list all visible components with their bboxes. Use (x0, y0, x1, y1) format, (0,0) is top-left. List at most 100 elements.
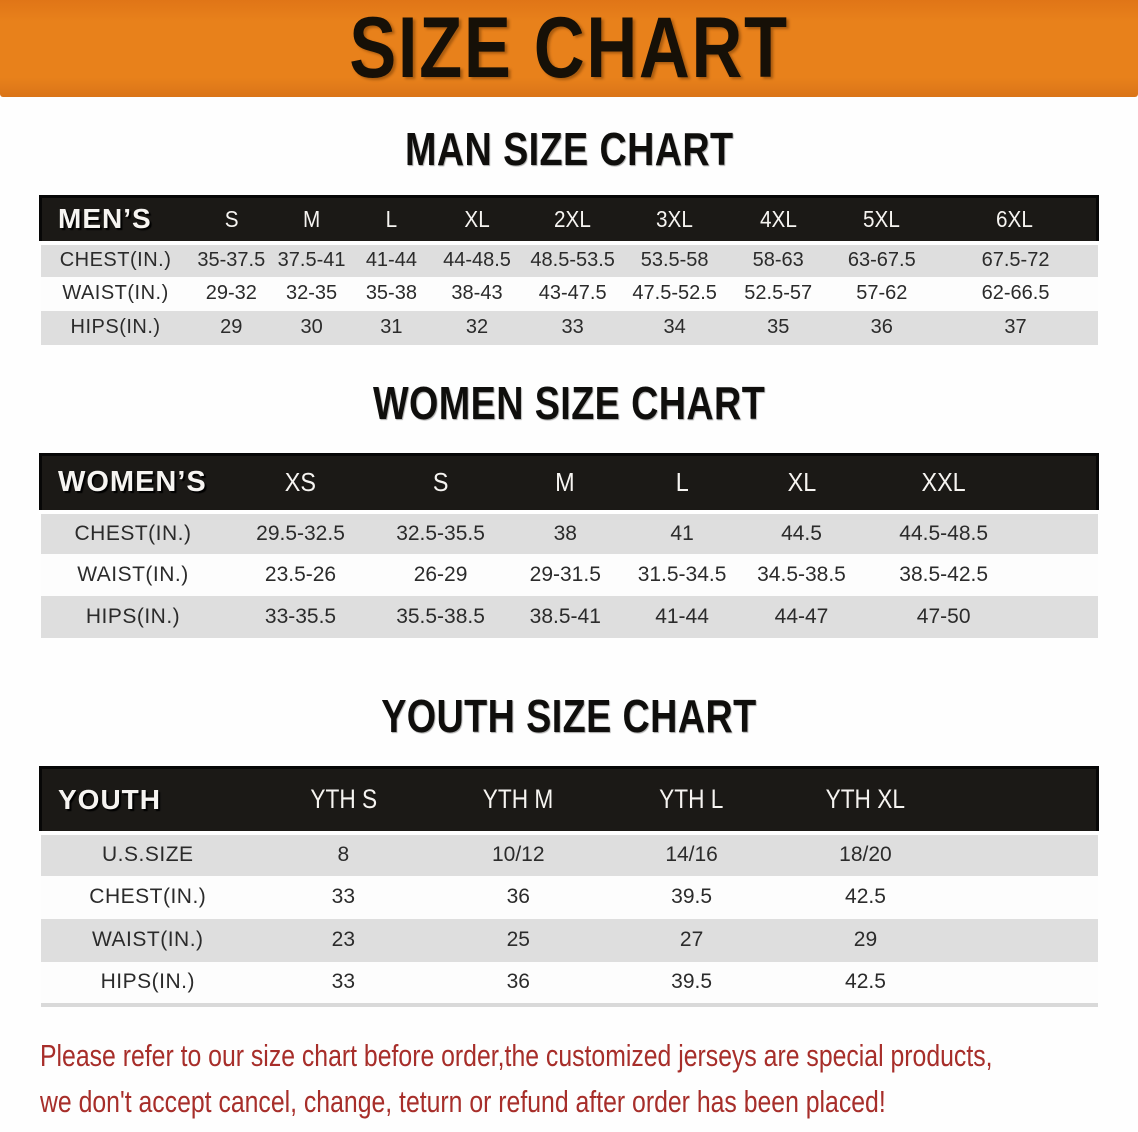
size-chart-banner: SIZE CHART (0, 0, 1138, 97)
men-col-m: M (271, 195, 352, 244)
men-heading-text: MAN SIZE CHART (404, 123, 734, 175)
disclaimer-line-2: we don't accept cancel, change, teturn o… (40, 1083, 886, 1119)
women-col-xxl: XXL (863, 452, 1024, 514)
size-cell: 34 (622, 310, 727, 345)
size-cell: 33-35.5 (225, 596, 376, 638)
women-header-row: WOMEN’S XS S M L XL XXL (39, 452, 1100, 514)
youth-header-row: YOUTH YTH S YTH M YTH L YTH XL (39, 766, 1099, 834)
size-cell: 52.5-57 (726, 276, 831, 311)
size-cell: 23.5-26 (225, 554, 376, 596)
men-section: MAN SIZE CHART MEN’S S M L XL 2XL 3XL 4X… (0, 125, 1138, 345)
size-cell: 37 (933, 310, 1098, 345)
row-label-waist: WAIST(IN.) (40, 276, 191, 311)
size-cell: 41-44 (351, 240, 432, 277)
spacer-cell (1023, 554, 1098, 596)
youth-waist-row: WAIST(IN.) 23 25 27 29 (40, 918, 1098, 962)
women-col-xl: XL (739, 452, 864, 514)
row-label-waist: WAIST(IN.) (40, 554, 226, 596)
men-col-6xl: 6XL (933, 195, 1099, 244)
youth-col-l: YTH L (604, 766, 779, 834)
size-cell: 27 (604, 918, 779, 962)
row-label-hips: HIPS(IN.) (40, 310, 191, 345)
size-cell: 30 (271, 310, 352, 345)
size-cell: 23 (255, 918, 432, 962)
youth-col-m: YTH M (431, 766, 605, 834)
women-table-title: WOMEN’S (39, 452, 226, 514)
women-col-m: M (505, 452, 625, 514)
size-cell: 29 (778, 918, 953, 962)
men-size-table: MEN’S S M L XL 2XL 3XL 4XL 5XL 6XL CHEST… (38, 195, 1099, 345)
size-cell: 8 (255, 830, 432, 876)
size-cell: 32-35 (271, 276, 352, 311)
size-cell: 42.5 (778, 875, 953, 919)
size-cell: 57-62 (830, 276, 934, 311)
disclaimer-line-1: Please refer to our size chart before or… (40, 1037, 993, 1073)
size-cell: 31.5-34.5 (625, 554, 740, 596)
size-cell: 32 (431, 310, 523, 345)
youth-hips-row: HIPS(IN.) 33 36 39.5 42.5 (40, 961, 1098, 1007)
size-cell: 32.5-35.5 (375, 510, 506, 554)
size-cell: 38.5-42.5 (863, 554, 1024, 596)
size-cell: 38 (505, 510, 625, 554)
men-waist-row: WAIST(IN.) 29-32 32-35 35-38 38-43 43-47… (40, 276, 1098, 311)
men-table-title: MEN’S (38, 195, 191, 244)
women-section-heading: WOMEN SIZE CHART (0, 379, 1138, 427)
size-cell: 44-47 (739, 596, 864, 638)
size-cell: 33 (255, 875, 432, 919)
youth-heading-text: YOUTH SIZE CHART (381, 690, 757, 742)
size-cell: 35-37.5 (190, 240, 272, 277)
size-cell: 47-50 (863, 596, 1024, 638)
size-cell: 36 (431, 961, 605, 1007)
women-hips-row: HIPS(IN.) 33-35.5 35.5-38.5 38.5-41 41-4… (40, 596, 1098, 638)
size-cell: 38.5-41 (505, 596, 625, 638)
row-label-chest: CHEST(IN.) (40, 875, 256, 919)
size-cell: 44-48.5 (431, 240, 523, 277)
size-cell: 39.5 (604, 961, 779, 1007)
men-section-heading: MAN SIZE CHART (0, 125, 1138, 173)
row-label-chest: CHEST(IN.) (40, 510, 226, 554)
spacer-cell (952, 766, 1099, 834)
row-label-waist: WAIST(IN.) (40, 918, 256, 962)
size-cell: 29.5-32.5 (225, 510, 376, 554)
size-cell: 41-44 (625, 596, 740, 638)
size-cell: 36 (431, 875, 605, 919)
row-label-chest: CHEST(IN.) (40, 240, 191, 277)
size-cell: 63-67.5 (830, 240, 934, 277)
women-chest-row: CHEST(IN.) 29.5-32.5 32.5-35.5 38 41 44.… (40, 510, 1098, 554)
size-cell: 35.5-38.5 (375, 596, 506, 638)
size-cell: 67.5-72 (933, 240, 1098, 277)
banner-title: SIZE CHART (349, 0, 789, 96)
size-cell: 47.5-52.5 (622, 276, 727, 311)
spacer-cell (1023, 510, 1098, 554)
men-col-s: S (190, 195, 272, 244)
size-cell: 39.5 (604, 875, 779, 919)
youth-section-heading: YOUTH SIZE CHART (0, 692, 1138, 740)
size-cell: 14/16 (604, 830, 779, 876)
women-col-xs: XS (225, 452, 376, 514)
spacer-cell (1023, 596, 1098, 638)
row-label-ussize: U.S.SIZE (40, 830, 256, 876)
women-section: WOMEN SIZE CHART WOMEN’S XS S M L XL XXL (0, 379, 1138, 638)
size-cell: 10/12 (431, 830, 605, 876)
size-cell: 31 (351, 310, 432, 345)
men-col-l: L (351, 195, 432, 244)
women-heading-text: WOMEN SIZE CHART (372, 376, 766, 429)
size-cell: 36 (830, 310, 934, 345)
women-col-l: L (625, 452, 740, 514)
men-chest-row: CHEST(IN.) 35-37.5 37.5-41 41-44 44-48.5… (40, 240, 1098, 277)
size-cell: 58-63 (726, 240, 831, 277)
size-cell: 29-31.5 (505, 554, 625, 596)
size-cell: 41 (625, 510, 740, 554)
size-cell: 35-38 (351, 276, 432, 311)
size-cell: 29-32 (190, 276, 272, 311)
spacer-cell (952, 875, 1098, 919)
size-cell: 44.5-48.5 (863, 510, 1024, 554)
row-label-hips: HIPS(IN.) (40, 596, 226, 638)
spacer-cell (952, 830, 1098, 876)
size-cell: 37.5-41 (271, 240, 352, 277)
size-cell: 29 (190, 310, 272, 345)
women-waist-row: WAIST(IN.) 23.5-26 26-29 29-31.5 31.5-34… (40, 554, 1098, 596)
size-cell: 53.5-58 (622, 240, 727, 277)
size-cell: 18/20 (778, 830, 953, 876)
